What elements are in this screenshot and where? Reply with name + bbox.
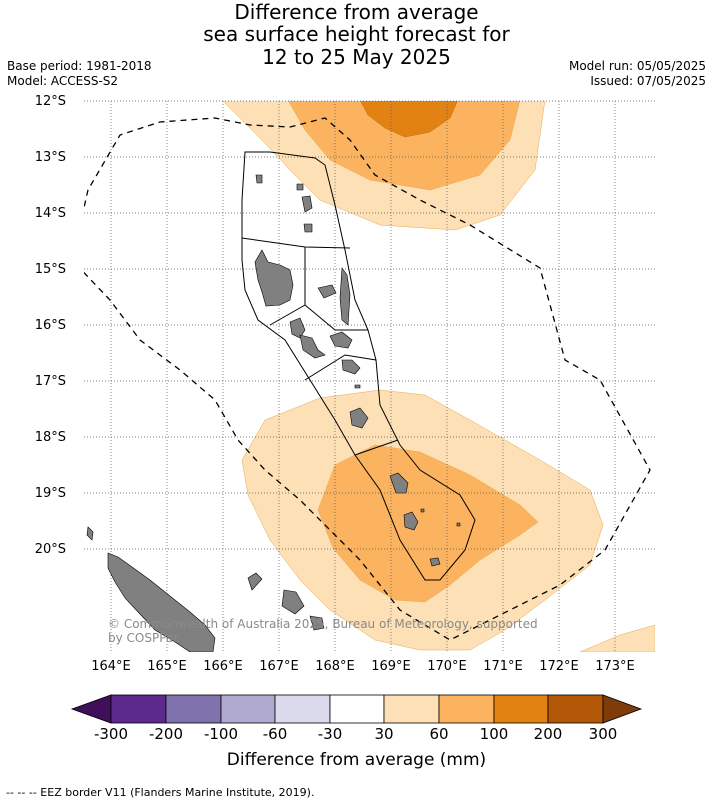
- colorbar-bin: [220, 694, 276, 724]
- lon-label: 165°E: [147, 659, 187, 674]
- colorbar-bin: [547, 694, 604, 724]
- model-label: Model: ACCESS-S2: [7, 74, 119, 88]
- lat-label: 17°S: [34, 374, 66, 389]
- lat-label: 20°S: [34, 542, 66, 557]
- graticule: [84, 100, 655, 652]
- lon-label: 170°E: [427, 659, 467, 674]
- title-line-2: sea surface height forecast for: [203, 22, 510, 46]
- anomaly-field: [222, 101, 655, 652]
- eez-border: [84, 117, 651, 641]
- lat-label: 18°S: [34, 430, 66, 445]
- lon-label: 168°E: [315, 659, 355, 674]
- province-boundaries: [241, 151, 476, 581]
- lon-label: 164°E: [91, 659, 131, 674]
- eez-legend-note: -- -- -- EEZ border V11 (Flanders Marine…: [6, 786, 315, 799]
- colorbar-bin: [110, 694, 167, 724]
- issued-label: Issued: 07/05/2025: [590, 74, 706, 88]
- lon-label: 169°E: [371, 659, 411, 674]
- colorbar-tick: -30: [317, 725, 343, 743]
- lon-label: 173°E: [595, 659, 635, 674]
- lon-label: 166°E: [203, 659, 243, 674]
- colorbar-bin: [274, 694, 331, 724]
- lat-label: 13°S: [34, 150, 66, 165]
- title-line-3: 12 to 25 May 2025: [262, 45, 451, 69]
- colorbar-extend-high: [602, 694, 643, 724]
- anomaly-contour-60-north: [288, 101, 521, 191]
- copyright-line-1: © Commonwealth of Australia 2025, Bureau…: [108, 617, 538, 631]
- colorbar-bin: [383, 694, 440, 724]
- vanuatu-islands: [254, 174, 461, 567]
- colorbar-tick: 200: [533, 725, 563, 743]
- colorbar-tick: -100: [203, 725, 239, 743]
- anomaly-contour-30-se: [579, 624, 655, 652]
- colorbar-tick: 300: [588, 725, 618, 743]
- colorbar-title: Difference from average (mm): [226, 750, 487, 770]
- title-line-1: Difference from average: [234, 0, 479, 24]
- colorbar-tick: 100: [479, 725, 509, 743]
- base-period-label: Base period: 1981-2018: [7, 59, 152, 73]
- lat-label: 19°S: [34, 486, 66, 501]
- colorbar-tick: 60: [429, 725, 449, 743]
- colorbar-tick: -300: [93, 725, 129, 743]
- colorbar-bin: [329, 694, 385, 724]
- new-caledonia: [86, 526, 325, 652]
- lon-label: 172°E: [539, 659, 579, 674]
- lon-label: 171°E: [483, 659, 523, 674]
- colorbar: [70, 694, 643, 724]
- colorbar-extend-low: [70, 694, 112, 724]
- lon-label: 167°E: [259, 659, 299, 674]
- lat-label: 16°S: [34, 318, 66, 333]
- colorbar-tick: -200: [148, 725, 184, 743]
- lat-label: 12°S: [34, 94, 66, 109]
- colorbar-bin: [493, 694, 549, 724]
- colorbar-bin: [165, 694, 222, 724]
- colorbar-bin: [438, 694, 495, 724]
- copyright-notice: © Commonwealth of Australia 2025, Bureau…: [108, 617, 538, 645]
- model-run-label: Model run: 05/05/2025: [568, 59, 706, 73]
- colorbar-tick: -60: [262, 725, 288, 743]
- colorbar-tick: 30: [374, 725, 394, 743]
- lat-label: 14°S: [34, 206, 66, 221]
- anomaly-contour-60-south: [317, 444, 539, 603]
- lat-label: 15°S: [34, 262, 66, 277]
- anomaly-contour-100-north: [360, 101, 458, 138]
- copyright-line-2: by COSPPac: [108, 631, 180, 645]
